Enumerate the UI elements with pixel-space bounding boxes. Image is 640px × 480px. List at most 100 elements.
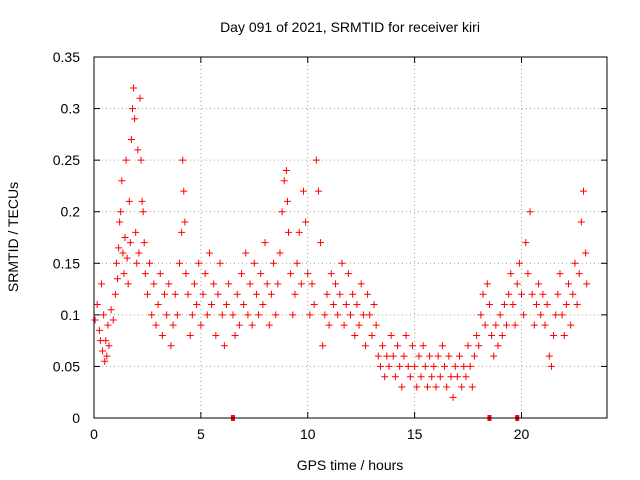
- data-point: [184, 290, 192, 298]
- data-point: [579, 187, 587, 195]
- data-point: [560, 331, 568, 339]
- data-point: [541, 321, 549, 329]
- data-point: [186, 331, 194, 339]
- chart-title: Day 091 of 2021, SRMTID for receiver kir…: [220, 19, 480, 35]
- data-point: [494, 342, 502, 350]
- data-point: [583, 280, 591, 288]
- data-point: [329, 301, 337, 309]
- data-point: [223, 301, 231, 309]
- y-axis-label: SRMTID / TECUs: [5, 182, 21, 292]
- data-point: [216, 259, 224, 267]
- data-point: [509, 301, 517, 309]
- data-point: [430, 362, 438, 370]
- data-point: [179, 156, 187, 164]
- data-point: [351, 331, 359, 339]
- data-point: [582, 249, 590, 257]
- data-point: [391, 373, 399, 381]
- data-point: [483, 280, 491, 288]
- data-point: [148, 311, 156, 319]
- data-point: [323, 290, 331, 298]
- data-point: [456, 352, 464, 360]
- data-point: [496, 311, 504, 319]
- data-point: [188, 311, 196, 319]
- data-point: [180, 187, 188, 195]
- data-point: [565, 280, 573, 288]
- data-point: [267, 290, 275, 298]
- data-point: [167, 342, 175, 350]
- data-point: [434, 352, 442, 360]
- data-point: [458, 383, 466, 391]
- data-point: [366, 311, 374, 319]
- data-point: [477, 311, 485, 319]
- data-point: [161, 290, 169, 298]
- data-point: [545, 352, 553, 360]
- data-point: [571, 259, 579, 267]
- data-point: [287, 270, 295, 278]
- data-point: [233, 290, 241, 298]
- data-point: [556, 270, 564, 278]
- data-point: [359, 311, 367, 319]
- data-point: [413, 383, 421, 391]
- data-point: [400, 352, 408, 360]
- data-point: [453, 373, 461, 381]
- data-point: [120, 270, 128, 278]
- y-tick-label: 0.1: [61, 307, 81, 323]
- data-point: [547, 362, 555, 370]
- data-point: [263, 280, 271, 288]
- data-point: [107, 306, 115, 314]
- data-point: [143, 290, 151, 298]
- data-point: [122, 156, 130, 164]
- data-point: [443, 383, 451, 391]
- data-point: [306, 311, 314, 319]
- data-point: [513, 280, 521, 288]
- data-point: [103, 352, 111, 360]
- data-point: [340, 321, 348, 329]
- x-tick-labels: 0 5 10 15 20: [90, 426, 529, 442]
- data-point: [419, 342, 427, 350]
- data-point: [182, 270, 190, 278]
- x-tick-label: 10: [300, 426, 316, 442]
- data-point: [464, 342, 472, 350]
- x-tick-label: 20: [514, 426, 530, 442]
- data-point: [347, 311, 354, 319]
- data-point: [473, 331, 481, 339]
- data-point: [116, 218, 124, 226]
- data-point: [468, 383, 476, 391]
- data-point: [411, 362, 419, 370]
- data-point: [417, 373, 425, 381]
- data-point: [332, 280, 340, 288]
- data-point: [205, 249, 213, 257]
- data-point: [364, 290, 372, 298]
- data-point: [270, 259, 278, 267]
- data-point: [134, 146, 142, 154]
- data-point: [201, 270, 209, 278]
- data-point: [295, 228, 303, 236]
- data-point: [282, 166, 290, 174]
- data-point: [101, 357, 109, 365]
- data-point: [302, 218, 310, 226]
- data-point: [349, 290, 357, 298]
- data-point: [466, 362, 474, 370]
- data-point: [569, 290, 577, 298]
- data-point: [325, 321, 333, 329]
- data-point: [518, 290, 525, 298]
- data-point: [462, 373, 470, 381]
- data-point: [289, 311, 297, 319]
- data-point: [321, 311, 329, 319]
- data-point: [575, 270, 583, 278]
- data-point: [146, 259, 154, 267]
- x-axis-label: GPS time / hours: [297, 457, 404, 473]
- data-point: [114, 275, 122, 283]
- data-point: [130, 84, 138, 92]
- data-point: [176, 259, 183, 267]
- data-point: [169, 321, 177, 329]
- data-point: [511, 321, 519, 329]
- data-point: [121, 234, 129, 241]
- data-point: [117, 208, 125, 216]
- data-point: [111, 290, 119, 298]
- y-tick-label: 0.25: [53, 152, 80, 168]
- data-point: [535, 280, 543, 288]
- data-point: [415, 352, 423, 360]
- data-point: [428, 373, 436, 381]
- data-point: [173, 311, 181, 319]
